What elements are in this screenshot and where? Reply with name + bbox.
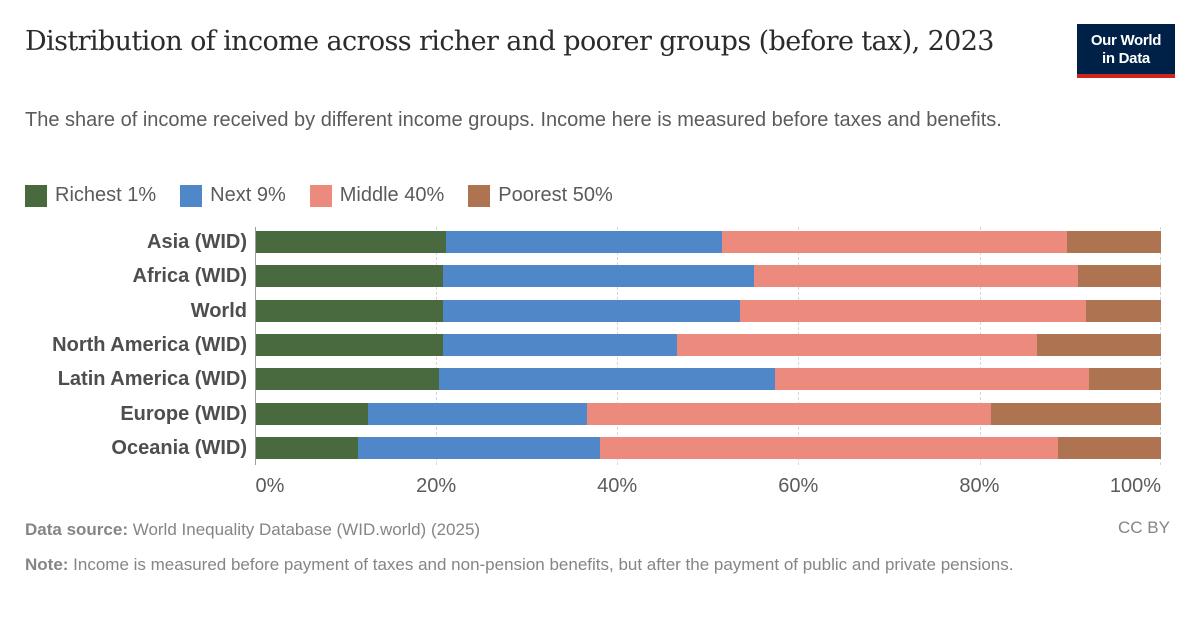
data-source: Data source: World Inequality Database (…	[25, 518, 480, 542]
bar-segment[interactable]	[255, 402, 369, 425]
row-label: North America (WID)	[52, 333, 247, 356]
chart-note: Note: Income is measured before payment …	[25, 553, 1175, 577]
source-label: Data source:	[25, 520, 128, 539]
bar-segment[interactable]	[368, 402, 587, 425]
source-text[interactable]: World Inequality Database (WID.world) (2…	[127, 520, 481, 539]
bar-row[interactable]	[255, 402, 1161, 425]
bar-row[interactable]	[255, 299, 1161, 322]
bar-segment[interactable]	[358, 436, 601, 459]
stacked-bar-chart: Asia (WID) Africa (WID) World North America…	[0, 225, 1200, 465]
bar-segment[interactable]	[721, 231, 1067, 253]
legend-label: Middle 40%	[339, 184, 445, 206]
y-axis-line	[255, 227, 256, 465]
legend: Richest 1% Next 9% Middle 40% Poorest 50…	[25, 184, 637, 207]
owid-logo[interactable]: Our World in Data	[1077, 24, 1175, 78]
bar-segment[interactable]	[255, 265, 444, 288]
legend-item-richest-1[interactable]: Richest 1%	[25, 184, 156, 207]
legend-item-next-9[interactable]: Next 9%	[180, 184, 286, 207]
bar-row[interactable]	[255, 333, 1161, 356]
x-tick-label: 100%	[1109, 475, 1162, 497]
legend-swatch-icon	[309, 184, 332, 207]
bar-segment[interactable]	[255, 436, 359, 459]
bar-segment[interactable]	[1036, 333, 1161, 356]
bar-segment[interactable]	[1089, 368, 1161, 391]
row-label: Africa (WID)	[132, 265, 247, 288]
bar-segment[interactable]	[255, 231, 447, 253]
x-tick-label: 80%	[959, 475, 1000, 497]
x-tick-label: 0%	[255, 475, 285, 497]
x-tick-label: 40%	[597, 475, 638, 497]
legend-item-poorest-50[interactable]: Poorest 50%	[468, 184, 613, 207]
bar-segment[interactable]	[255, 368, 439, 391]
row-label: Oceania (WID)	[111, 436, 247, 459]
bar-segment[interactable]	[446, 231, 722, 253]
legend-label: Next 9%	[210, 184, 286, 206]
legend-item-middle-40[interactable]: Middle 40%	[309, 184, 445, 207]
bar-segment[interactable]	[1077, 265, 1161, 288]
row-label: World	[190, 299, 247, 322]
row-label: Latin America (WID)	[57, 368, 247, 391]
bar-segment[interactable]	[442, 333, 678, 356]
row-label: Asia (WID)	[147, 231, 247, 253]
x-axis-ticks: 0% 20% 40% 60% 80% 100%	[0, 475, 1200, 501]
legend-label: Richest 1%	[55, 184, 157, 206]
bar-segment[interactable]	[677, 333, 1037, 356]
bar-segment[interactable]	[586, 402, 991, 425]
bar-segment[interactable]	[1057, 436, 1161, 459]
x-tick-label: 60%	[778, 475, 819, 497]
bar-segment[interactable]	[775, 368, 1090, 391]
legend-swatch-icon	[468, 184, 491, 207]
bar-row[interactable]	[255, 436, 1161, 459]
bar-row[interactable]	[255, 368, 1161, 391]
chart-title: Distribution of income across richer and…	[25, 26, 994, 57]
bar-segment[interactable]	[438, 368, 776, 391]
bar-segment[interactable]	[990, 402, 1161, 425]
note-text: Income is measured before payment of tax…	[68, 555, 1014, 574]
bar-segment[interactable]	[754, 265, 1078, 288]
bar-segment[interactable]	[255, 299, 443, 322]
legend-label: Poorest 50%	[498, 184, 613, 206]
logo-line-2: in Data	[1102, 50, 1150, 67]
bar-segment[interactable]	[1085, 299, 1161, 322]
note-label: Note:	[25, 555, 69, 574]
logo-line-1: Our World	[1090, 32, 1162, 49]
bar-segment[interactable]	[443, 265, 755, 288]
chart-subtitle: The share of income received by differen…	[25, 109, 1002, 131]
bar-segment[interactable]	[739, 299, 1086, 322]
bar-segment[interactable]	[442, 299, 740, 322]
x-tick-label: 20%	[416, 475, 457, 497]
row-label: Europe (WID)	[120, 402, 247, 425]
bar-segment[interactable]	[600, 436, 1058, 459]
bar-row[interactable]	[255, 231, 1161, 253]
bar-segment[interactable]	[1066, 231, 1161, 253]
license-link[interactable]: CC BY	[1118, 518, 1170, 537]
legend-swatch-icon	[25, 184, 47, 207]
bar-row[interactable]	[255, 265, 1161, 288]
legend-swatch-icon	[180, 184, 203, 207]
bar-segment[interactable]	[255, 333, 443, 356]
